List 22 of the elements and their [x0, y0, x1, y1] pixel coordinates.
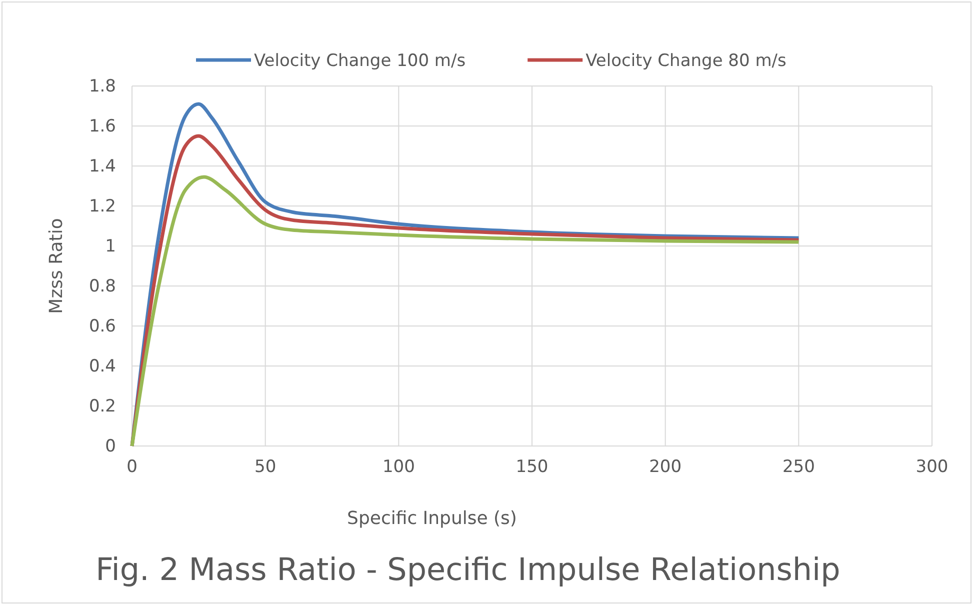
x-tick-label: 250 [782, 457, 815, 478]
y-tick-label: 0.4 [88, 356, 116, 376]
legend-label: Velocity Change 100 m/s [254, 51, 466, 71]
y-tick-label: 0.2 [88, 396, 116, 416]
y-tick-label: 1 [105, 236, 116, 256]
y-tick-label: 1.6 [88, 116, 116, 136]
legend-label: Velocity Change 80 m/s [586, 51, 786, 71]
x-tick-label: 150 [516, 457, 548, 478]
y-axis-title: Mzss Ratio [46, 218, 67, 314]
x-tick-label: 50 [254, 457, 276, 478]
y-tick-label: 1.2 [88, 196, 116, 216]
y-tick-label: 0.8 [88, 276, 116, 296]
y-tick-label: 0 [105, 436, 116, 456]
x-tick-label: 200 [649, 457, 682, 478]
y-tick-label: 1.4 [88, 156, 116, 176]
x-axis-title: Specific Inpulse (s) [347, 508, 517, 529]
y-tick-label: 0.6 [88, 316, 116, 336]
x-tick-label: 0 [126, 457, 138, 478]
y-tick-label: 1.8 [88, 76, 116, 96]
x-tick-label: 300 [916, 457, 948, 478]
text: Fig. 2 Mass Ratio - Specific Impulse Relationship [96, 552, 840, 588]
x-tick-label: 100 [382, 457, 415, 478]
